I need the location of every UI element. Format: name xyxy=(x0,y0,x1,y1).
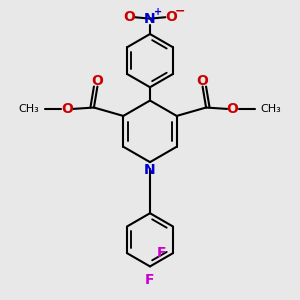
Text: O: O xyxy=(92,74,104,88)
Text: O: O xyxy=(61,102,73,116)
Text: CH₃: CH₃ xyxy=(261,104,281,114)
Text: F: F xyxy=(145,273,155,287)
Text: +: + xyxy=(154,7,162,16)
Text: N: N xyxy=(144,12,156,26)
Text: −: − xyxy=(175,4,185,17)
Text: O: O xyxy=(227,102,239,116)
Text: O: O xyxy=(196,74,208,88)
Text: N: N xyxy=(144,163,156,177)
Text: F: F xyxy=(157,246,166,260)
Text: O: O xyxy=(165,10,177,24)
Text: O: O xyxy=(123,10,135,24)
Text: CH₃: CH₃ xyxy=(19,104,39,114)
